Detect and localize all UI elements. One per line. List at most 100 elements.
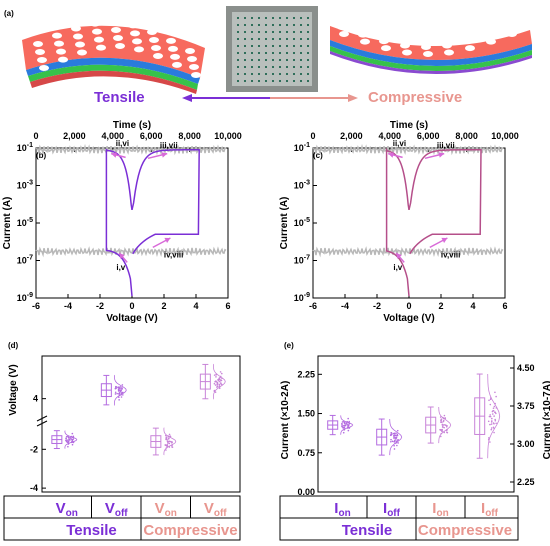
scatter-point [344,424,347,426]
plot-frame [317,355,515,493]
photo-cell [244,80,246,82]
scatter-point [68,438,71,441]
scatter-point [347,429,350,432]
photo-cell [300,80,302,82]
electrode-dot [134,46,144,53]
compressive-title: Compressive [368,89,462,106]
photo-cell [272,38,274,40]
panel-label: (b) [36,151,47,160]
electrode-dot [166,37,176,44]
electrode-dot [75,41,85,48]
photo-cell [286,24,288,26]
scatter-point [440,419,442,421]
photo-cell [286,52,288,54]
photo-cell [300,24,302,26]
electrode-dot [56,48,66,55]
on-state-retention-trace [35,143,227,156]
photo-cell [272,31,274,33]
panel-b-chart: (b) Time (s) 0 2,000 4,000 6,000 8,000 10,000 -6… [2,120,242,324]
tensile-device-illustration [22,25,205,94]
scatter-point [217,378,220,381]
top-tick-label: 8,000 [178,131,201,141]
photo-cell [307,73,309,75]
photo-cell [237,73,239,75]
scatter-point [441,425,444,428]
x-tick-label: -2 [373,301,381,311]
arrow-i-head [119,253,125,259]
photo-cell [286,73,288,75]
electrode-dot [111,27,121,33]
electrode-dot [52,32,62,39]
scatter-point [490,421,493,423]
scatter-point [218,380,221,383]
scatter-point [393,437,395,439]
y-tick-label: 10-5 [294,217,310,228]
group-label-compressive: Compressive [143,522,237,539]
electrode-dot [71,25,81,32]
y-tick-label: 10-1 [17,142,33,153]
scatter-point [494,411,496,414]
x-tick-label: 6 [225,301,230,311]
scatter-point [214,384,217,386]
photo-cell [237,59,239,61]
photo-cell [300,66,302,68]
annotation-ii-vi: ii,vi [393,139,406,148]
scatter-point [442,424,444,426]
electrode-dot [128,22,138,29]
x-tick-label: 2 [438,301,443,311]
photo-cell [279,31,281,33]
annotation-ii-vi: ii,vi [116,139,129,148]
scatter-point [491,417,493,420]
tensile-electrode-dots [33,19,201,78]
electrode-dot [77,49,87,56]
photo-cell [300,45,302,47]
scatter-point [394,439,397,441]
photo-cell [251,66,253,68]
y-axis-title: Current (A) [2,197,13,250]
photo-cell [286,59,288,61]
photo-cell [244,31,246,33]
scatter-point [121,388,124,390]
scatter-point [168,433,171,436]
y-tick-label-left: 1.50 [297,409,315,419]
photo-cell [265,73,267,75]
y-tick-label-right: 3.75 [517,401,535,411]
y-tick-label: 4 [33,394,38,404]
arrow-iii-head [161,152,168,158]
top-tick-label: 2,000 [340,131,363,141]
hrs-positive-sweep [132,149,200,255]
scatter-point [445,425,448,428]
electrode-dot [423,51,433,57]
photo-cell [237,38,239,40]
scatter-point [72,435,75,438]
electrode-dot [170,53,180,60]
photo-cell [258,73,260,75]
category-label: Voff [204,500,227,519]
compressive-electrode-dots [335,17,517,57]
electrode-dot [402,49,412,56]
x-tick-label: -4 [64,301,72,311]
x-tick-label: 0 [129,301,134,311]
photo-cell [307,80,309,82]
scatter-point [167,438,170,440]
photo-cell [244,52,246,54]
scatter-point [114,393,117,395]
scatter-point [218,385,220,387]
electrode-dot [73,33,83,40]
scatter-point [390,438,392,441]
electrode-dot [377,31,387,38]
density-curve [213,363,226,400]
scatter-point [214,391,217,393]
top-tick-label: 4,000 [102,131,125,141]
arrow-iv-head [164,237,171,244]
photo-cell [265,17,267,19]
scatter-point [168,442,171,445]
scatter-point [393,448,396,450]
photo-cell [300,73,302,75]
y-tick-label-right: 3.00 [517,439,535,449]
photo-cell [279,66,281,68]
scatter-point [491,413,494,415]
lrs-return-sweep [131,149,200,211]
electrode-dot [482,24,492,31]
